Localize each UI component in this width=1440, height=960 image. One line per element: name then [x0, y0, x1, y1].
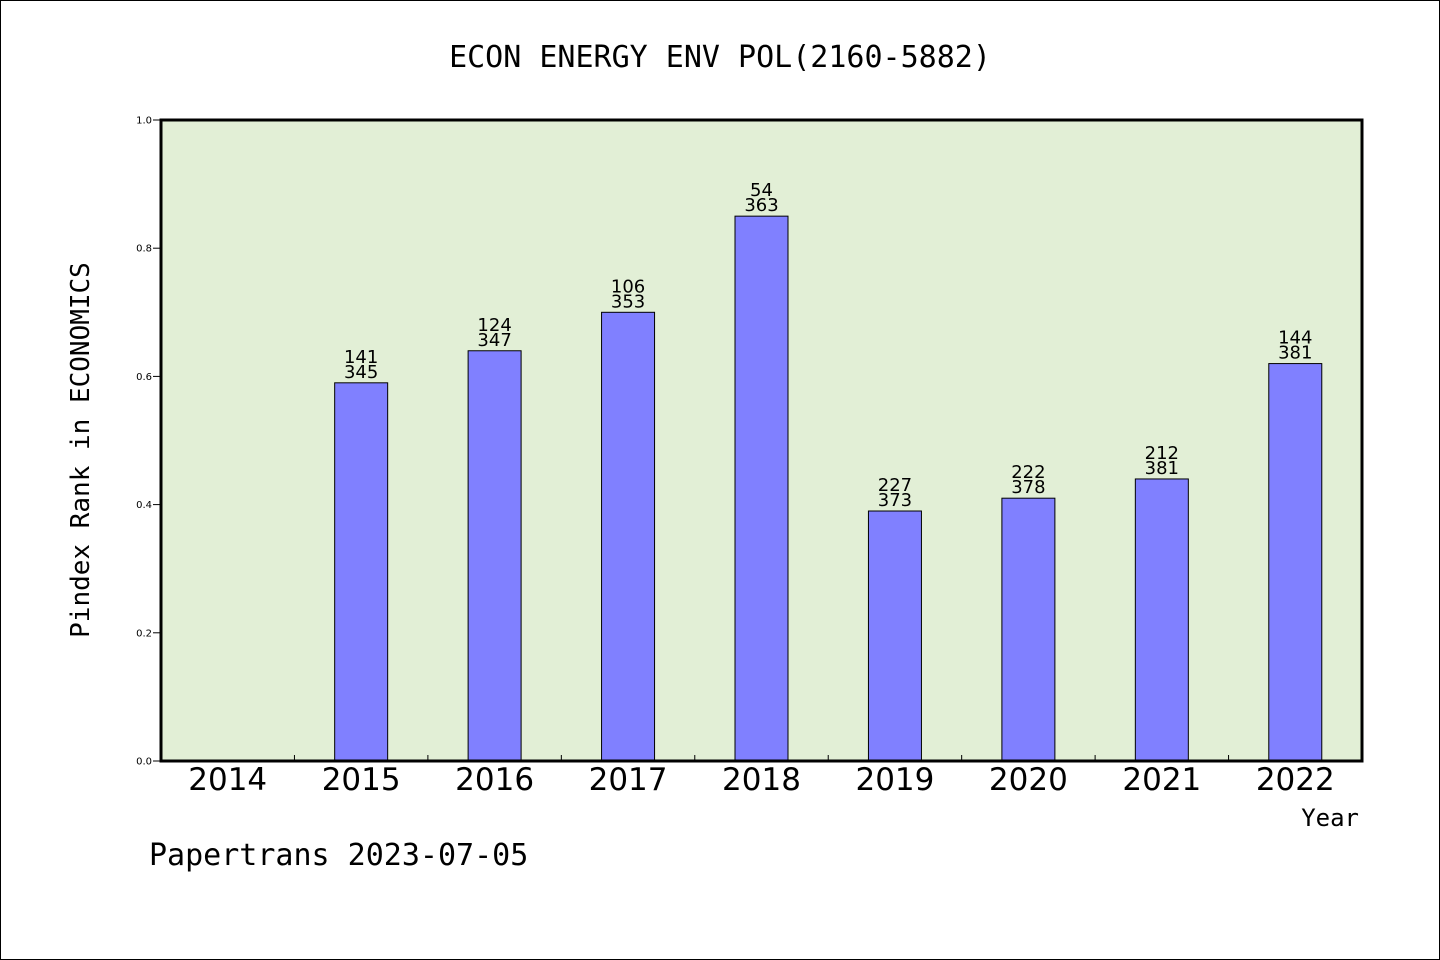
- y-tick-label: 0.4: [136, 500, 152, 511]
- data-label-bottom-2015: 345: [344, 362, 378, 383]
- bar-2020: [1001, 497, 1056, 762]
- data-label-top-2021: 212: [1145, 443, 1179, 464]
- plot-border: [159, 118, 1364, 763]
- y-tick-label: 0.2: [136, 628, 152, 639]
- y-axis: 0.0 0.2 0.4 0.6 0.8 1.0: [136, 116, 161, 768]
- bar-2015: [334, 382, 389, 762]
- x-axis: 2014 2015 2016 2017 2018 2019 2020 2021 2022: [188, 755, 1335, 798]
- data-label-top-2018: 54: [750, 180, 773, 201]
- x-tick-label: 2014: [188, 762, 267, 798]
- footer-credit: Papertrans 2023-07-05: [149, 838, 528, 873]
- x-tick-label: 2020: [989, 762, 1068, 798]
- x-tick-label: 2019: [855, 762, 934, 798]
- x-tick-label: 2022: [1256, 762, 1335, 798]
- bar-2016: [467, 350, 522, 762]
- data-label-top-2019: 227: [878, 475, 912, 496]
- data-label-bottom-2016: 347: [477, 330, 511, 351]
- bars-layer: [334, 215, 1323, 762]
- data-label-bottom-2022: 381: [1278, 343, 1312, 364]
- y-tick-label: 1.0: [136, 116, 152, 127]
- bar-2021: [1134, 478, 1189, 762]
- data-label-bottom-2019: 373: [878, 490, 912, 511]
- data-label-top-2022: 144: [1278, 328, 1312, 349]
- bar-2019: [867, 510, 922, 762]
- x-tick-label: 2015: [322, 762, 401, 798]
- data-label-bottom-2020: 378: [1011, 477, 1045, 498]
- data-label-bottom-2017: 353: [611, 291, 645, 312]
- x-tick-label: 2018: [722, 762, 801, 798]
- bar-2017: [601, 311, 656, 762]
- data-label-bottom-2018: 363: [744, 195, 778, 216]
- bar-2018: [734, 215, 789, 762]
- y-axis-label: Pindex Rank in ECONOMICS: [66, 262, 96, 638]
- y-tick-label: 0.6: [136, 372, 152, 383]
- x-axis-label: Year: [1301, 804, 1359, 832]
- x-tick-label: 2016: [455, 762, 534, 798]
- data-label-top-2020: 222: [1011, 462, 1045, 483]
- x-tick-label: 2017: [589, 762, 668, 798]
- data-label-top-2015: 141: [344, 347, 378, 368]
- chart-title: ECON ENERGY ENV POL(2160-5882): [449, 40, 991, 75]
- x-tick-label: 2021: [1122, 762, 1201, 798]
- y-tick-label: 0.0: [136, 757, 152, 768]
- data-label-top-2017: 106: [611, 276, 645, 297]
- data-label-bottom-2021: 381: [1145, 458, 1179, 479]
- bar-2022: [1268, 363, 1323, 762]
- y-tick-label: 0.8: [136, 244, 152, 255]
- data-label-top-2016: 124: [477, 315, 511, 336]
- data-labels-layer: 1413451243471063535436322737322237821238…: [344, 180, 1312, 511]
